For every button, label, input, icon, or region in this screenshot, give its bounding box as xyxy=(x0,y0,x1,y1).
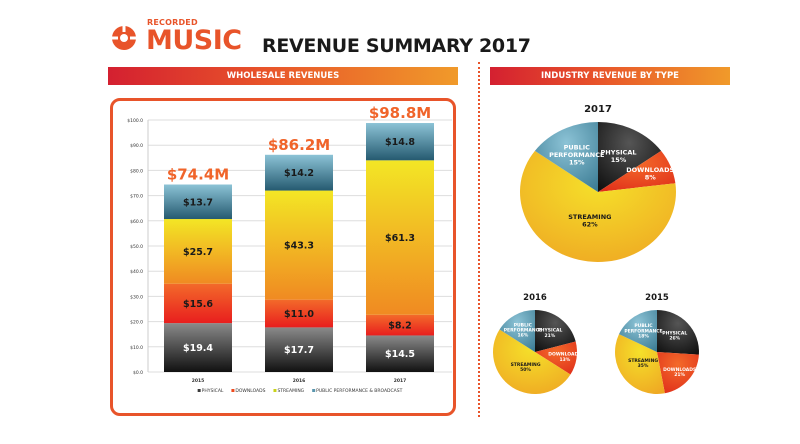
pie-slice-label: STREAMING 62% xyxy=(568,213,611,228)
legend-swatch xyxy=(197,389,201,392)
bar-segment-public xyxy=(164,184,232,220)
bar-value-label: $25.7 xyxy=(183,247,213,258)
bar-segment-streaming xyxy=(366,160,434,315)
bar-value-label: $11.0 xyxy=(284,309,314,320)
pie-slice-public xyxy=(618,310,657,352)
legend-item: STREAMING xyxy=(273,388,305,394)
wholesale-revenues-bar-chart: $0.0 $10.0 $20.0 $30.0 $40.0 $50.0 $60.0 $70.0 $… xyxy=(127,104,452,394)
pie-slice-label: STREAMING 50% xyxy=(511,362,541,373)
bar-value-label: $13.7 xyxy=(183,197,213,208)
y-tick-label: $0.0 xyxy=(133,370,143,376)
bar-value-label: $17.7 xyxy=(284,345,314,356)
x-tick-label: 2015 xyxy=(192,378,205,384)
pie-slice-label: PUBLIC PERFORMANCE 18% xyxy=(624,323,662,339)
bar-value-label: $19.4 xyxy=(183,343,213,354)
bar-value-label: $15.6 xyxy=(183,299,213,310)
bar-value-label: $14.5 xyxy=(385,349,415,360)
industry-revenue-banner: INDUSTRY REVENUE BY TYPE xyxy=(490,67,730,85)
pie-slice-downloads xyxy=(657,352,699,394)
y-tick-label: $100.0 xyxy=(127,118,143,124)
bar-segment-downloads xyxy=(265,299,333,328)
bar-segment-physical xyxy=(366,335,434,372)
bar-segment-streaming xyxy=(265,190,333,300)
legend-swatch xyxy=(273,389,277,392)
pie-slice-streaming xyxy=(492,329,571,394)
pie-title: 2015 xyxy=(645,293,669,303)
pie-chart-2017: PHYSICAL 15% DOWNLOADS 8% STREAMING 62% PUBLIC… xyxy=(520,104,676,263)
x-tick-label: 2016 xyxy=(293,378,306,384)
pie-slice-public xyxy=(499,310,535,352)
bar-segment-downloads xyxy=(366,314,434,336)
bar-segment-downloads xyxy=(164,283,232,324)
bar-value-label: $43.3 xyxy=(284,241,314,252)
page-title: REVENUE SUMMARY 2017 xyxy=(262,35,531,57)
y-tick-label: $60.0 xyxy=(130,219,143,225)
pie-slice-downloads xyxy=(598,150,676,192)
legend-item: DOWNLOADS xyxy=(231,388,266,394)
bar-segment-public xyxy=(265,154,333,191)
bar-segment-physical xyxy=(164,323,232,372)
bar-total-label: $74.4M xyxy=(167,166,229,184)
pie-slice-physical xyxy=(657,310,699,355)
wholesale-revenues-banner: WHOLESALE REVENUES xyxy=(108,67,458,85)
pie-slice-label: STREAMING 35% xyxy=(628,358,658,369)
bar-value-label: $14.8 xyxy=(385,137,415,148)
pie-slice-streaming xyxy=(520,150,676,263)
pie-slice-label: DOWNLOADS 13% xyxy=(548,352,581,363)
legend-item: PHYSICAL xyxy=(197,388,224,394)
pie-chart-2016: PHYSICAL 21% DOWNLOADS 13% STREAMING 50% PUBLI… xyxy=(492,293,581,394)
y-tick-label: $40.0 xyxy=(130,269,143,275)
y-tick-label: $80.0 xyxy=(130,168,143,174)
pie-slice-label: DOWNLOADS 8% xyxy=(626,166,674,181)
pie-slice-physical xyxy=(535,310,576,352)
pie-slice-label: PUBLIC PERFORMANCE 15% xyxy=(549,143,604,166)
legend-swatch xyxy=(231,389,235,392)
pie-title: 2017 xyxy=(584,104,612,115)
logo-recorded-text: RECORDED xyxy=(147,18,198,27)
logo-music-text: MUSIC xyxy=(146,25,242,56)
pie-slice-label: PHYSICAL 26% xyxy=(662,330,687,341)
y-tick-label: $10.0 xyxy=(130,345,143,351)
pie-slice-physical xyxy=(598,122,662,192)
bar-value-label: $8.2 xyxy=(388,321,411,332)
y-tick-label: $70.0 xyxy=(130,194,143,200)
bar-total-label: $86.2M xyxy=(268,136,330,154)
bar-total-label: $98.8M xyxy=(369,104,431,122)
y-tick-label: $90.0 xyxy=(130,143,143,149)
y-tick-label: $20.0 xyxy=(130,320,143,326)
x-tick-label: 2017 xyxy=(394,378,407,384)
bar-segment-physical xyxy=(265,327,333,372)
pie-slice-label: DOWNLOADS 21% xyxy=(663,367,696,378)
y-tick-label: $50.0 xyxy=(130,244,143,250)
legend-swatch xyxy=(312,389,316,392)
legend-item: PUBLIC PERFORMANCE & BROADCAST xyxy=(312,388,403,394)
pie-slice-label: PHYSICAL 21% xyxy=(537,328,562,339)
industry-revenue-pie-charts: PHYSICAL 15% DOWNLOADS 8% STREAMING 62% PUBLIC… xyxy=(492,104,699,394)
legend-label: PUBLIC PERFORMANCE & BROADCAST xyxy=(316,388,402,394)
bar-chart-frame xyxy=(110,98,456,416)
pie-title: 2016 xyxy=(523,293,547,303)
bar-segment-streaming xyxy=(164,219,232,284)
record-adapter-logo-icon xyxy=(112,26,136,50)
pie-slice-label: PHYSICAL 15% xyxy=(601,148,637,163)
pie-slice-streaming xyxy=(615,334,665,394)
legend-label: STREAMING xyxy=(277,388,304,394)
bar-value-label: $14.2 xyxy=(284,168,314,179)
pie-chart-2015: PHYSICAL 26% DOWNLOADS 21% STREAMING 35% PUBLI… xyxy=(615,293,699,394)
pie-slice-public xyxy=(534,122,598,192)
legend-label: DOWNLOADS xyxy=(235,388,265,394)
pie-slice-label: PUBLIC PERFORMANCE 16% xyxy=(504,322,542,338)
bar-value-label: $61.3 xyxy=(385,233,415,244)
legend-label: PHYSICAL xyxy=(202,388,224,394)
y-tick-label: $30.0 xyxy=(130,294,143,300)
pie-slice-downloads xyxy=(535,341,577,375)
section-divider xyxy=(478,62,480,417)
bar-segment-public xyxy=(366,123,434,161)
